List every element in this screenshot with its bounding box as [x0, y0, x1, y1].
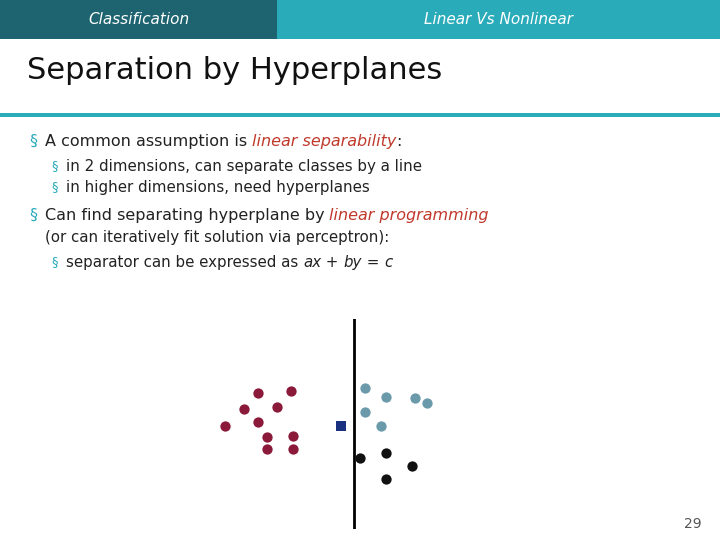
Point — [252, 417, 264, 426]
Point — [409, 393, 420, 402]
Point — [261, 433, 273, 441]
Text: by: by — [343, 255, 362, 271]
Text: Linear Vs Nonlinear: Linear Vs Nonlinear — [424, 12, 573, 27]
Bar — [0, 113, 720, 117]
Text: A common assumption is: A common assumption is — [45, 134, 252, 149]
Text: linear programming: linear programming — [329, 208, 489, 223]
Text: linear separability: linear separability — [252, 134, 396, 149]
Point — [354, 453, 366, 462]
Point — [261, 445, 273, 454]
Text: (or can iteratively fit solution via perceptron):: (or can iteratively fit solution via per… — [45, 230, 389, 245]
Point — [380, 392, 392, 401]
Text: §: § — [29, 208, 37, 223]
Text: §: § — [52, 159, 58, 172]
Point — [238, 405, 249, 414]
Point — [359, 384, 371, 393]
Text: §: § — [29, 134, 37, 149]
Point — [219, 422, 230, 430]
Text: +: + — [321, 255, 343, 271]
Point — [420, 399, 432, 407]
Text: Can find separating hyperplane by: Can find separating hyperplane by — [45, 208, 329, 223]
Text: in higher dimensions, need hyperplanes: in higher dimensions, need hyperplanes — [66, 180, 370, 195]
Point — [285, 387, 297, 396]
Point — [288, 431, 300, 440]
Text: :: : — [396, 134, 402, 149]
Point — [252, 389, 264, 398]
Point — [271, 403, 283, 411]
Text: 29: 29 — [685, 517, 702, 531]
Text: Classification: Classification — [88, 12, 189, 27]
Point — [380, 474, 392, 483]
Point — [407, 462, 418, 470]
Text: §: § — [52, 180, 58, 193]
Point — [359, 408, 371, 417]
Text: ax: ax — [303, 255, 321, 271]
Text: in 2 dimensions, can separate classes by a line: in 2 dimensions, can separate classes by… — [66, 159, 422, 174]
Point — [380, 449, 392, 458]
Bar — [277, 0, 720, 39]
Text: §: § — [52, 255, 58, 268]
Text: =: = — [362, 255, 384, 271]
Text: c: c — [384, 255, 392, 271]
Point — [376, 422, 387, 430]
Bar — [0, 0, 277, 39]
Point — [288, 445, 300, 454]
Point — [336, 422, 347, 430]
Text: separator can be expressed as: separator can be expressed as — [66, 255, 303, 271]
Text: Separation by Hyperplanes: Separation by Hyperplanes — [27, 56, 443, 85]
